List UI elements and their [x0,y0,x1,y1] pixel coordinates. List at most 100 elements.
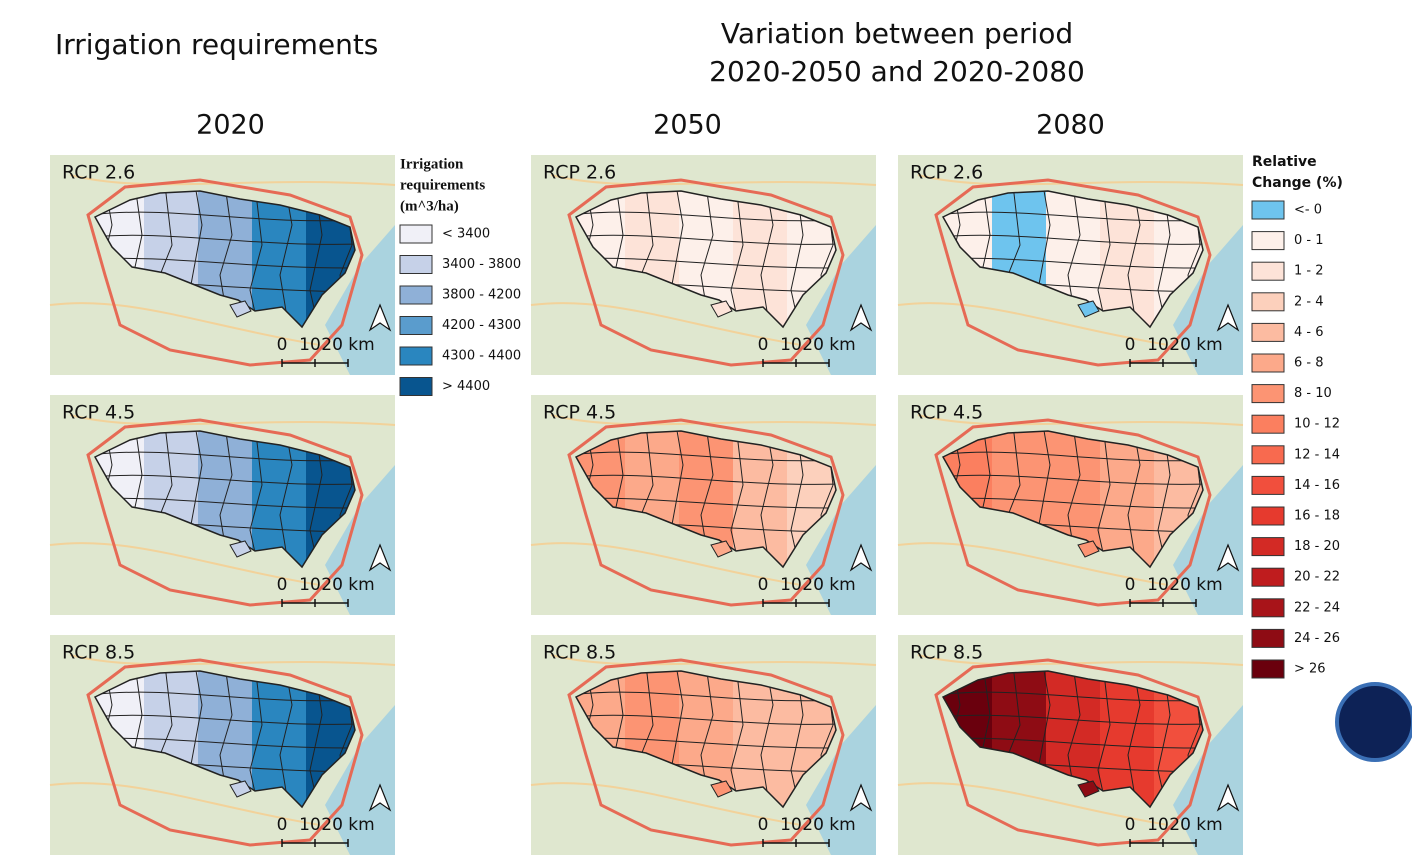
legend-swatch [400,378,432,396]
slide: Irrigation requirements Variation betwee… [0,0,1412,855]
scale-label: 0 [1125,575,1136,595]
legend-label: 12 - 14 [1294,447,1340,462]
panel-label: RCP 2.6 [543,162,616,184]
variation-title: Variation between period [721,17,1073,50]
legend-label: > 26 [1294,662,1326,677]
scale-label: 20 km [1169,335,1222,355]
scale-label: 0 [758,575,769,595]
legend-swatch [1252,446,1284,464]
legend-swatch [400,317,432,335]
scale-label: 10 [1147,335,1169,355]
legend-title: Relative [1252,154,1317,170]
legend-swatch [1252,201,1284,219]
legend-title: Irrigation [400,156,464,172]
legend-label: 1 - 2 [1294,264,1324,279]
legend-swatch [1252,323,1284,341]
legend-swatch [400,256,432,274]
scale-label: 20 km [321,815,374,835]
legend-label: 2 - 4 [1294,294,1324,309]
legend-label: 20 - 22 [1294,570,1340,585]
legend-label: 8 - 10 [1294,386,1332,401]
panel-label: RCP 8.5 [910,642,983,664]
legend-swatch [1252,476,1284,494]
legend-swatch [400,225,432,243]
legend-label: 3800 - 4200 [442,288,521,303]
panel-label: RCP 4.5 [543,402,616,424]
scale-label: 10 [780,575,802,595]
column-header: 2050 [653,110,722,141]
legend-swatch [1252,507,1284,525]
legend-swatch [1252,599,1284,617]
legend-label: 4300 - 4400 [442,349,521,364]
legend-swatch [1252,385,1284,403]
legend-label: 0 - 1 [1294,233,1324,248]
legend-swatch [400,286,432,304]
variation-title: 2020-2050 and 2020-2080 [709,55,1085,88]
legend-label: < 3400 [442,227,490,242]
scale-label: 0 [277,575,288,595]
scale-label: 0 [758,815,769,835]
scale-label: 10 [1147,815,1169,835]
scale-label: 10 [299,575,321,595]
legend-label: 4 - 6 [1294,325,1324,340]
scale-label: 0 [1125,815,1136,835]
legend-swatch [1252,415,1284,433]
panel-label: RCP 2.6 [62,162,135,184]
legend-label: 16 - 18 [1294,509,1340,524]
scale-label: 0 [758,335,769,355]
panel-label: RCP 2.6 [910,162,983,184]
legend-label: 18 - 20 [1294,539,1340,554]
scale-label: 20 km [1169,575,1222,595]
irrigation-title: Irrigation requirements [55,28,378,61]
legend-label: 14 - 16 [1294,478,1340,493]
map-panel: RCP 8.5 0 1020 km [531,635,876,855]
scale-label: 10 [299,815,321,835]
panel-label: RCP 4.5 [910,402,983,424]
scale-label: 20 km [802,815,855,835]
legend-swatch [1252,568,1284,586]
scale-label: 20 km [802,335,855,355]
panel-label: RCP 4.5 [62,402,135,424]
legend-swatch [1252,538,1284,556]
scale-label: 20 km [321,335,374,355]
legend-label: 6 - 8 [1294,356,1324,371]
legend-swatch [1252,354,1284,372]
legend-title: requirements [400,177,485,193]
legend-title: Change (%) [1252,175,1343,191]
legend-swatch [1252,660,1284,678]
legend-label: 22 - 24 [1294,600,1340,615]
legend-label: > 4400 [442,379,490,394]
scale-label: 0 [277,335,288,355]
column-header: 2020 [196,110,265,141]
navigation-button[interactable] [1337,684,1412,760]
legend-swatch [1252,293,1284,311]
map-panel: RCP 4.501020 km [531,395,876,615]
scale-label: 20 km [321,575,374,595]
scale-label: 10 [780,815,802,835]
legend-label: <- 0 [1294,203,1322,218]
scale-label: 0 [1125,335,1136,355]
legend-swatch [1252,262,1284,280]
panel-label: RCP 8.5 [543,642,616,664]
scale-label: 10 [299,335,321,355]
legend-label: 3400 - 3800 [442,257,521,272]
legend-swatch [1252,629,1284,647]
legend-title: (m^3/ha) [400,198,459,214]
legend-swatch [400,347,432,365]
scale-label: 10 [1147,575,1169,595]
legend-label: 4200 - 4300 [442,318,521,333]
legend-swatch [1252,232,1284,250]
scale-label: 0 [277,815,288,835]
legend-label: 24 - 26 [1294,631,1340,646]
column-header: 2080 [1036,110,1105,141]
panel-label: RCP 8.5 [62,642,135,664]
legend-label: 10 - 12 [1294,417,1340,432]
scale-label: 10 [780,335,802,355]
